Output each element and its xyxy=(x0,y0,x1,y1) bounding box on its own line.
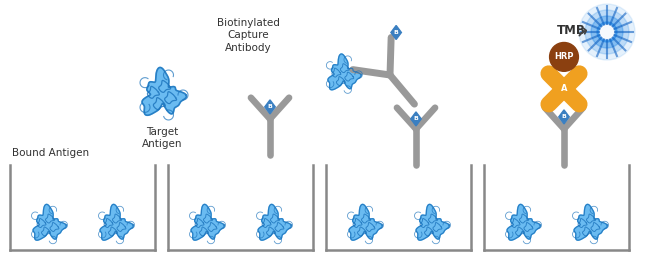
Polygon shape xyxy=(33,204,66,240)
Polygon shape xyxy=(574,204,607,240)
Circle shape xyxy=(585,10,629,54)
Polygon shape xyxy=(391,25,402,40)
Polygon shape xyxy=(507,204,540,240)
Text: B: B xyxy=(394,30,398,35)
Text: TMB: TMB xyxy=(556,23,586,36)
Circle shape xyxy=(579,4,635,60)
Text: HRP: HRP xyxy=(554,53,574,61)
Polygon shape xyxy=(100,204,133,240)
Text: B: B xyxy=(268,105,272,109)
Text: Biotinylated
Capture
Antibody: Biotinylated Capture Antibody xyxy=(216,18,280,53)
Circle shape xyxy=(591,16,623,48)
Text: B: B xyxy=(562,114,566,119)
Polygon shape xyxy=(142,67,187,115)
Circle shape xyxy=(550,42,578,71)
Text: A: A xyxy=(561,84,567,93)
Text: Bound Antigen: Bound Antigen xyxy=(12,148,89,158)
Polygon shape xyxy=(328,54,361,90)
Circle shape xyxy=(597,22,617,42)
Polygon shape xyxy=(191,204,224,240)
Text: Target
Antigen: Target Antigen xyxy=(142,127,182,150)
Polygon shape xyxy=(559,110,569,124)
Polygon shape xyxy=(258,204,291,240)
Polygon shape xyxy=(416,204,449,240)
Text: B: B xyxy=(413,116,419,121)
Circle shape xyxy=(600,25,614,39)
Polygon shape xyxy=(411,112,421,126)
Polygon shape xyxy=(265,100,275,114)
Polygon shape xyxy=(349,204,382,240)
